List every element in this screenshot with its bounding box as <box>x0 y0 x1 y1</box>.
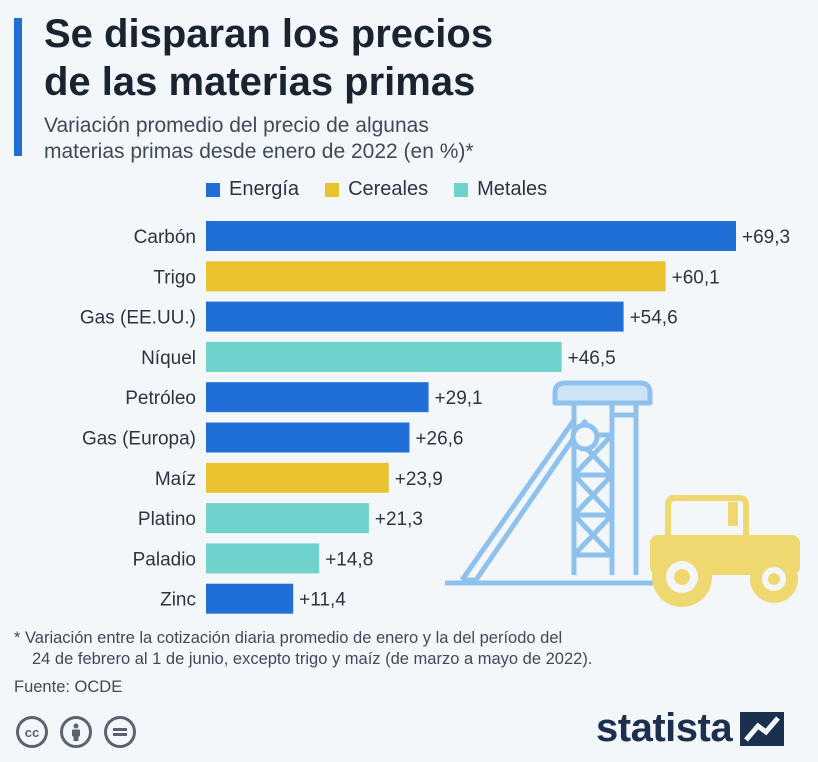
mine-headframe-icon <box>445 380 660 586</box>
bar-maiz <box>206 462 389 493</box>
legend-swatch-cereales <box>325 182 340 197</box>
bar-platino <box>206 503 369 534</box>
brand-name: statista <box>596 706 733 750</box>
value-label-platino: +21,3 <box>375 509 423 530</box>
legend-item-energia: Energía <box>206 178 299 201</box>
category-label-zinc: Zinc <box>160 590 196 611</box>
footnote: * Variación entre la cotización diaria p… <box>14 628 804 670</box>
subtitle-line-1: Variación promedio del precio de algunas <box>44 114 429 137</box>
legend-item-cereales: Cereales <box>325 178 428 201</box>
value-label-gas-europa: +26,6 <box>415 429 463 450</box>
statista-logo-icon <box>740 711 785 746</box>
bars: Carbón +69,3 Trigo +60,1 Gas (EE.UU.) +54,6 Ní… <box>80 221 790 614</box>
cc-icon-text: cc <box>24 724 40 740</box>
value-label-trigo: +60,1 <box>672 267 720 288</box>
bar-paladio <box>206 543 320 574</box>
tractor-icon <box>650 495 800 607</box>
no-derivatives-icon[interactable] <box>104 716 136 748</box>
category-label-petroleo: Petróleo <box>125 388 196 409</box>
bar-gas-ee-uu <box>206 301 624 332</box>
footnote-line-2: 24 de febrero al 1 de junio, excepto tri… <box>32 650 593 668</box>
illustrations <box>445 380 800 607</box>
category-label-niquel: Níquel <box>141 348 196 369</box>
legend-swatch-energia <box>206 182 220 197</box>
title-line-2: de las materias primas <box>44 60 476 104</box>
footnote-line-1: * Variación entre la cotización diaria p… <box>14 629 563 647</box>
license-icons: cc <box>16 716 148 748</box>
legend-label-energia: Energía <box>229 178 300 200</box>
bar-gas-europa <box>206 422 410 453</box>
chart-title: Se disparan los precios de las materias … <box>44 10 764 106</box>
value-label-niquel: +46,5 <box>568 348 616 369</box>
chart-legend: Energía Cereales Metales <box>206 178 573 201</box>
value-label-maiz: +23,9 <box>395 469 443 490</box>
bar-zinc <box>206 583 294 614</box>
source-note: Fuente: OCDE <box>14 678 123 696</box>
value-label-zinc: +11,4 <box>299 590 346 611</box>
value-label-gas-ee-uu: +54,6 <box>630 308 678 329</box>
legend-swatch-metales <box>454 182 469 197</box>
category-label-trigo: Trigo <box>153 267 196 288</box>
category-label-gas-europa: Gas (Europa) <box>82 429 196 450</box>
category-label-gas-ee-uu: Gas (EE.UU.) <box>80 308 196 329</box>
legend-label-metales: Metales <box>477 178 548 200</box>
bar-chart: Carbón +69,3 Trigo +60,1 Gas (EE.UU.) +54,6 Ní… <box>80 221 800 614</box>
subtitle-line-2: materias primas desde enero de 2022 (en … <box>44 140 474 163</box>
bar-petroleo <box>206 382 429 413</box>
statista-logo[interactable]: statista <box>596 706 785 751</box>
creative-commons-icon[interactable]: cc <box>16 716 48 748</box>
bar-carbon <box>206 221 736 251</box>
category-label-maiz: Maíz <box>155 469 196 490</box>
category-label-platino: Platino <box>138 509 196 530</box>
chart-subtitle: Variación promedio del precio de algunas… <box>44 113 764 165</box>
value-label-paladio: +14,8 <box>325 549 373 570</box>
legend-item-metales: Metales <box>454 178 547 201</box>
category-label-paladio: Paladio <box>133 549 196 570</box>
accent-bar <box>14 18 22 156</box>
legend-label-cereales: Cereales <box>348 178 429 200</box>
category-label-carbon: Carbón <box>134 227 196 248</box>
title-line-1: Se disparan los precios <box>44 12 494 56</box>
bar-niquel <box>206 341 562 372</box>
value-label-petroleo: +29,1 <box>435 388 483 409</box>
value-label-carbon: +69,3 <box>742 227 790 248</box>
attribution-icon[interactable] <box>60 716 92 748</box>
bar-trigo <box>206 261 666 292</box>
